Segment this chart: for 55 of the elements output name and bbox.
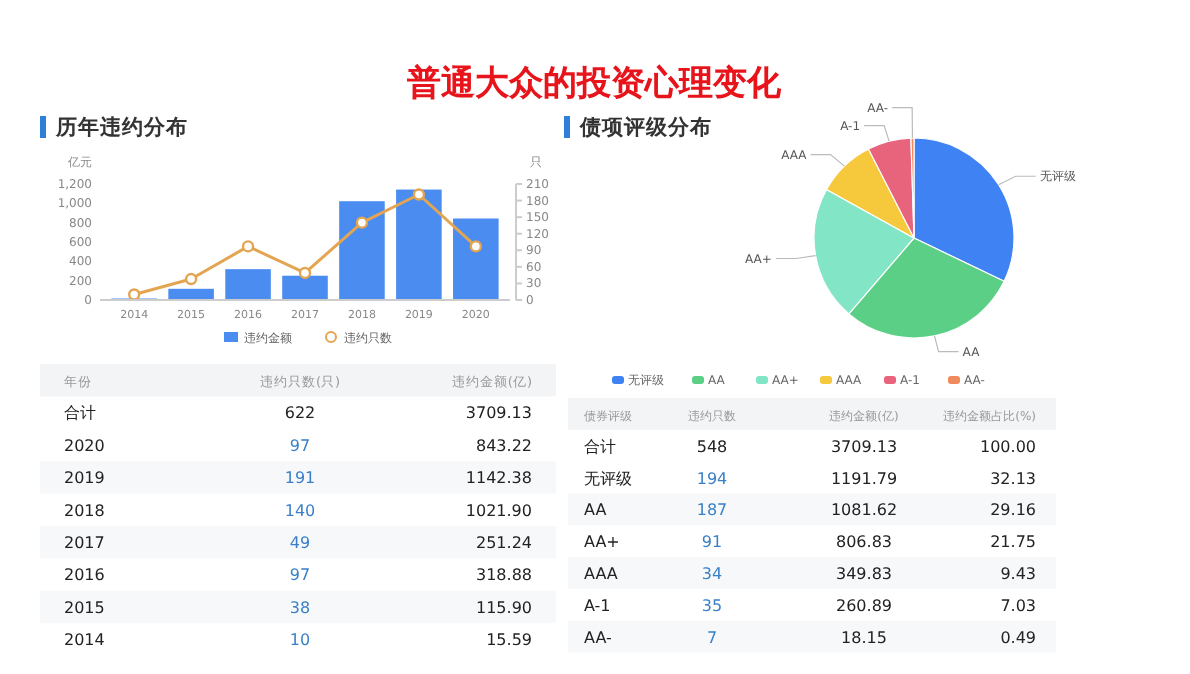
text: 29.16 xyxy=(990,501,1036,520)
text: 115.90 xyxy=(476,598,532,617)
text: 191 xyxy=(284,469,316,488)
category-label: 2014 xyxy=(64,631,105,650)
category-label: 2020 xyxy=(64,436,105,455)
text: 35 xyxy=(701,596,723,615)
category-label: AA- xyxy=(584,628,612,647)
text: 251.24 xyxy=(476,534,532,552)
text: 32.13 xyxy=(990,469,1036,488)
category-label: 2019 xyxy=(64,469,105,488)
category-label: AAA xyxy=(584,565,618,583)
text: 7.03 xyxy=(1000,596,1036,615)
text: 合计 xyxy=(584,437,616,456)
text: 97 xyxy=(289,436,311,455)
text: 349.83 xyxy=(836,565,892,583)
text: 34 xyxy=(701,565,723,583)
text: 10 xyxy=(289,631,311,650)
chart-title: 历年违约分布 xyxy=(54,114,188,140)
text: 3709.13 xyxy=(465,404,532,423)
text: 9.43 xyxy=(1000,565,1036,583)
category-label: 2016 xyxy=(64,566,105,585)
text: 15.59 xyxy=(486,631,532,650)
text: 普通大众的投资心理变化 xyxy=(405,62,783,104)
text: 97 xyxy=(289,566,311,585)
text: 260.89 xyxy=(836,596,892,615)
text: 49 xyxy=(289,534,311,552)
text: 1191.79 xyxy=(830,469,898,488)
text: 1081.62 xyxy=(830,501,898,520)
text: 140 xyxy=(284,501,316,520)
text: 622 xyxy=(284,404,316,423)
text: 91 xyxy=(701,533,723,552)
text: 318.88 xyxy=(476,566,532,585)
category-label: A-1 xyxy=(584,596,611,615)
category-label: AA+ xyxy=(584,533,620,552)
category-label: 2015 xyxy=(64,598,105,617)
text: 18.15 xyxy=(841,628,887,647)
text: 38 xyxy=(289,598,311,617)
text: 债项评级分布 xyxy=(578,114,712,140)
text: 194 xyxy=(696,469,728,488)
text: 3709.13 xyxy=(830,437,898,456)
text: 1142.38 xyxy=(465,469,532,488)
category-label: 无评级 xyxy=(584,469,632,488)
category-label: 2017 xyxy=(64,534,105,552)
category-label: 2018 xyxy=(64,501,105,520)
text: 0.49 xyxy=(1000,628,1036,647)
text: 843.22 xyxy=(476,436,532,455)
text: 1021.90 xyxy=(465,501,532,520)
text: 合计 xyxy=(64,404,96,423)
text: 21.75 xyxy=(990,533,1036,552)
text: 548 xyxy=(696,437,728,456)
text: 806.83 xyxy=(836,533,892,552)
text: 187 xyxy=(696,501,728,520)
text: 7 xyxy=(706,628,718,647)
category-label: AA xyxy=(584,501,607,520)
text: 100.00 xyxy=(980,437,1036,456)
